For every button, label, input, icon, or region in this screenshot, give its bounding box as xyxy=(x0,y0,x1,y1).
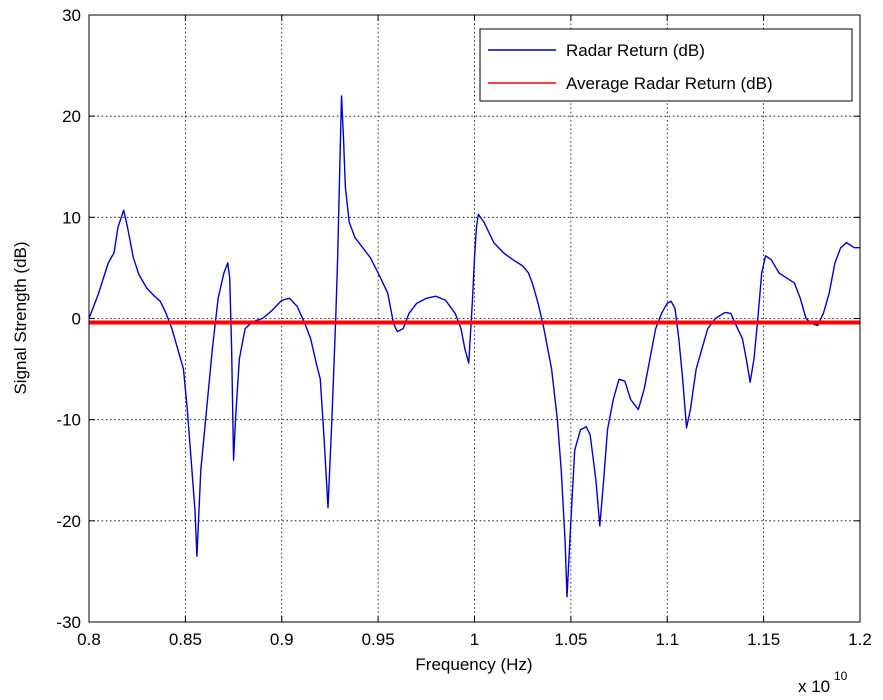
y-tick-label: -20 xyxy=(56,512,81,531)
x-tick-label: 0.8 xyxy=(77,630,101,649)
y-tick-label: -10 xyxy=(56,411,81,430)
x-tick-label: 1.15 xyxy=(747,630,780,649)
x-tick-label: 1 xyxy=(470,630,479,649)
x-exponent-power: 10 xyxy=(834,669,848,683)
x-tick-label: 0.9 xyxy=(270,630,294,649)
x-exponent-label: x 10 xyxy=(798,677,830,696)
legend-box xyxy=(479,28,853,102)
legend-label-average-radar-return: Average Radar Return (dB) xyxy=(566,74,773,93)
axis-ticks: 0.8 0.85 0.9 0.95 1 1.05 1.1 1.15 1.2 -30 -20 -10 0 1… xyxy=(56,6,871,649)
series-line-radar-return-db xyxy=(88,95,860,598)
x-tick-label: 1.05 xyxy=(554,630,587,649)
x-tick-label: 0.85 xyxy=(169,630,202,649)
x-tick-label: 1.1 xyxy=(655,630,679,649)
y-tick-label: 30 xyxy=(62,6,81,25)
x-tick-label: 0.95 xyxy=(362,630,395,649)
y-axis-label: Signal Strength (dB) xyxy=(11,241,30,394)
series-layer xyxy=(88,95,860,598)
y-tick-label: 20 xyxy=(62,107,81,126)
y-tick-label: 0 xyxy=(72,310,81,329)
x-tick-label: 1.2 xyxy=(848,630,872,649)
y-tick-label: -30 xyxy=(56,613,81,632)
grid-lines xyxy=(89,15,860,622)
legend-label-radar-return: Radar Return (dB) xyxy=(566,41,705,60)
legend: Radar Return (dB) Average Radar Return (… xyxy=(479,28,853,102)
x-axis-label: Frequency (Hz) xyxy=(415,655,532,674)
y-tick-label: 10 xyxy=(62,208,81,227)
